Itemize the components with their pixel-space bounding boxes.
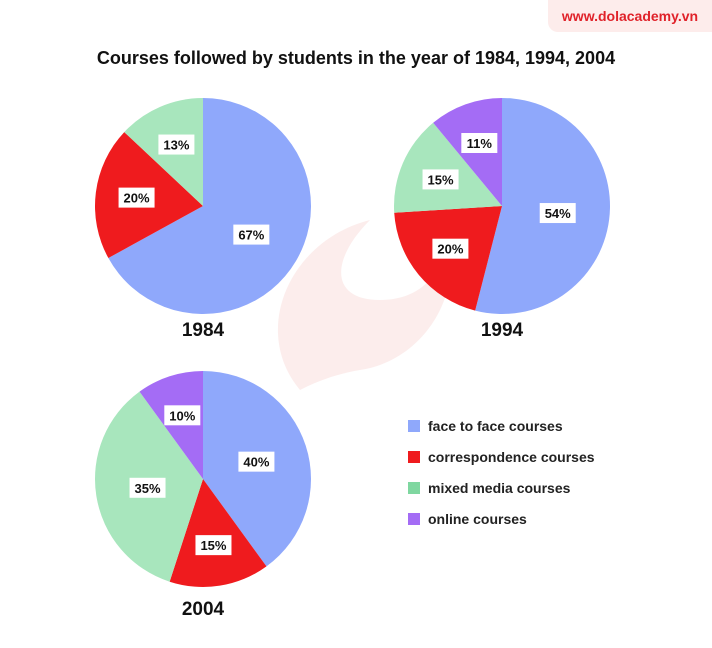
slice-label-text: 11% — [467, 136, 493, 151]
legend-label-correspondence: correspondence courses — [428, 448, 595, 465]
chart-title: Courses followed by students in the year… — [96, 48, 616, 68]
pie-2004-label-2: 35% — [129, 477, 166, 498]
pie-1984-label-1: 20% — [118, 187, 155, 208]
pie-2004-label-0: 40% — [238, 451, 275, 472]
pie-2004-year-label: 2004 — [182, 599, 225, 620]
legend-item-face-to-face: face to face courses — [408, 410, 595, 441]
pie-2004-slice-1 — [169, 479, 267, 587]
slice-label-box — [164, 405, 201, 426]
pie-1984-label-0: 67% — [233, 224, 270, 245]
background-logo-watermark — [277, 220, 451, 390]
pie-1994-label-2: 15% — [422, 169, 459, 190]
legend-item-mixed-media: mixed media courses — [408, 472, 595, 503]
legend-swatch-correspondence — [408, 450, 420, 463]
pie-1984-slice-0 — [108, 98, 312, 314]
watermark-text: www.dolacademy.vn — [561, 8, 699, 24]
slice-label-box — [422, 169, 459, 190]
watermark-badge: www.dolacademy.vn — [548, 0, 712, 32]
slice-label-text: 10% — [169, 408, 195, 423]
slice-label-box — [461, 132, 498, 153]
pie-1984-year-label: 1984 — [182, 320, 225, 341]
slice-label-box — [238, 451, 275, 472]
legend-label-face-to-face: face to face courses — [428, 417, 563, 434]
slice-label-box — [195, 535, 232, 556]
pie-1994-label-3: 11% — [461, 132, 498, 153]
slice-label-box — [118, 187, 155, 208]
pie-1994-label-1: 20% — [432, 238, 469, 259]
slice-label-text: 15% — [200, 538, 226, 553]
legend-swatch-online — [408, 512, 420, 525]
legend-label-mixed-media: mixed media courses — [428, 479, 571, 496]
legend-item-correspondence: correspondence courses — [408, 441, 595, 472]
legend-item-online: online courses — [408, 503, 595, 534]
legend-label-online: online courses — [428, 510, 527, 527]
slice-label-text: 54% — [545, 206, 571, 221]
slice-label-text: 13% — [163, 138, 189, 153]
slice-label-text: 35% — [135, 481, 161, 496]
pie-1994-label-0: 54% — [539, 203, 576, 224]
slice-label-text: 40% — [243, 455, 269, 470]
slice-label-box — [158, 134, 195, 155]
legend-swatch-mixed-media — [408, 481, 420, 494]
pie-1984-label-2: 13% — [158, 134, 195, 155]
slice-label-text: 67% — [238, 228, 264, 243]
legend: face to face courses correspondence cour… — [408, 410, 595, 534]
slice-label-box — [233, 224, 270, 245]
pie-2004-label-3: 10% — [164, 405, 201, 426]
slice-label-text: 20% — [437, 242, 463, 257]
slice-label-text: 15% — [428, 172, 454, 187]
legend-swatch-face-to-face — [408, 419, 420, 432]
slice-label-box — [432, 238, 469, 259]
pie-1994-slice-2 — [394, 122, 502, 213]
pie-1994-year-label: 1994 — [481, 320, 524, 341]
pie-2004-label-1: 15% — [195, 535, 232, 556]
slice-label-box — [539, 203, 576, 224]
slice-label-box — [129, 477, 166, 498]
slice-label-text: 20% — [124, 191, 150, 206]
